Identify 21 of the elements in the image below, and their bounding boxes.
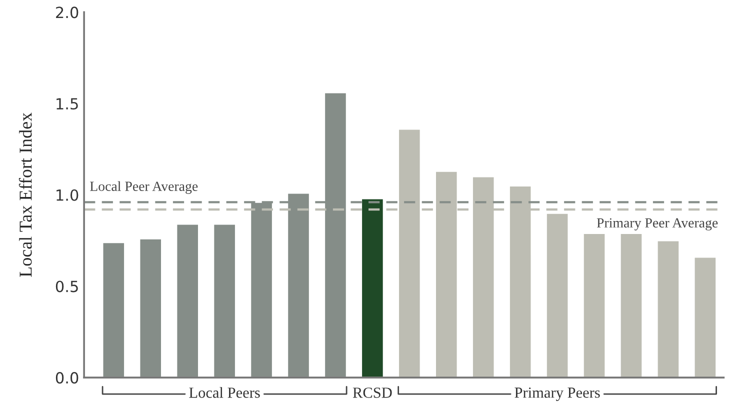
bar bbox=[176, 223, 200, 378]
y-tick-label: 0.5 bbox=[56, 280, 78, 292]
bar bbox=[102, 242, 126, 378]
text: Local Peers bbox=[189, 387, 260, 398]
bar bbox=[693, 256, 717, 378]
text: Primary Peers bbox=[514, 388, 600, 401]
y-tick-label: 1.5 bbox=[56, 98, 78, 110]
bar bbox=[360, 198, 384, 378]
y-tick-label: 1.0 bbox=[56, 189, 78, 201]
bar bbox=[138, 238, 162, 378]
bar bbox=[546, 212, 570, 378]
y-tick-label: 0.0 bbox=[56, 372, 78, 384]
bar bbox=[582, 232, 606, 378]
ref-line-label: Primary Peer Average bbox=[596, 218, 718, 230]
y-axis-title: Local Tax Effort Index bbox=[18, 112, 32, 277]
y-tick-label: 2.0 bbox=[56, 6, 78, 18]
bar bbox=[656, 240, 680, 378]
text: RCSD bbox=[352, 388, 392, 398]
bar bbox=[212, 223, 236, 378]
bar bbox=[619, 232, 644, 378]
ref-line-label: Local Peer Average bbox=[90, 181, 198, 194]
